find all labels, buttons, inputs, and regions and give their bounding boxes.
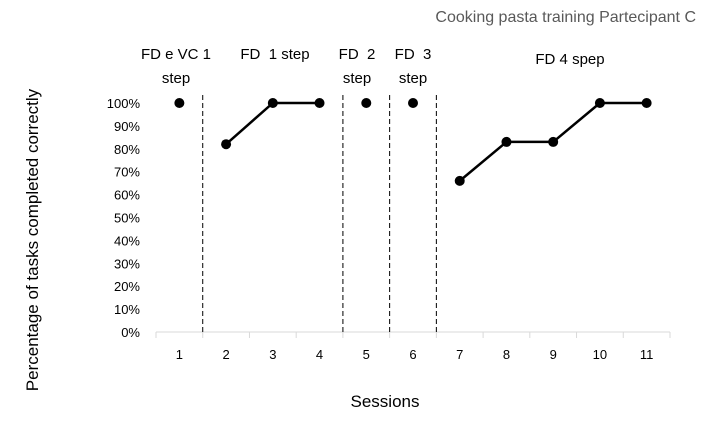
x-tick-label: 5 — [363, 347, 370, 362]
data-series — [174, 98, 652, 186]
x-tick-label: 8 — [503, 347, 510, 362]
x-tick-label: 1 — [176, 347, 183, 362]
x-tick-label: 11 — [640, 347, 654, 362]
phase-label: step — [162, 70, 190, 87]
phase-label: FD 2 — [339, 46, 376, 63]
data-point — [267, 98, 278, 108]
y-tick-label: 10% — [114, 302, 140, 317]
x-tick-label: 4 — [316, 347, 323, 362]
data-point — [454, 175, 465, 186]
phase-label: step — [399, 70, 427, 87]
phase-label: FD 4 spep — [535, 51, 604, 68]
y-tick-label: 20% — [114, 279, 140, 294]
x-tick-label: 2 — [222, 347, 229, 362]
data-point — [361, 98, 372, 108]
x-tick-label: 7 — [456, 347, 463, 362]
y-tick-label: 30% — [114, 256, 140, 271]
series-line — [225, 101, 320, 146]
y-tick-label: 70% — [114, 165, 140, 180]
phase-label: FD e VC 1 — [141, 46, 211, 63]
phase-label: step — [343, 70, 371, 87]
data-point — [501, 136, 512, 147]
y-tick-label: 80% — [114, 142, 140, 157]
x-axis-label: Sessions — [351, 392, 420, 411]
chart-title: Cooking pasta training Partecipant C — [435, 9, 696, 26]
y-tick-label: 90% — [114, 119, 140, 134]
data-point — [174, 98, 185, 108]
data-point — [594, 98, 605, 108]
data-point — [221, 139, 232, 150]
data-point — [314, 98, 325, 108]
phase-labels: FD e VC 1 step FD 1 step FD 2 step FD 3 step FD… — [141, 46, 605, 87]
y-tick-label: 0% — [121, 325, 140, 340]
y-tick-label: 60% — [114, 188, 140, 203]
x-tick-label: 6 — [409, 347, 416, 362]
phase-label: FD 1 step — [240, 46, 309, 63]
y-axis-label: Percentage of tasks completed correctly — [23, 88, 42, 391]
data-point — [548, 136, 559, 147]
phase-change-lines — [202, 95, 437, 332]
x-tick-label: 9 — [550, 347, 557, 362]
data-point — [408, 98, 418, 108]
x-tick-label: 10 — [593, 347, 607, 362]
data-point — [641, 98, 652, 108]
y-tick-label: 100% — [107, 96, 141, 111]
x-tick-label: 3 — [269, 347, 276, 362]
phase-label: FD 3 — [395, 46, 432, 63]
y-tick-label: 40% — [114, 233, 140, 248]
axes: 1 2 3 4 5 6 7 8 9 10 11 0% 10% 20% 30% 40% 50% 60% 70% 80% 9… — [107, 96, 671, 362]
y-tick-label: 50% — [114, 211, 140, 226]
